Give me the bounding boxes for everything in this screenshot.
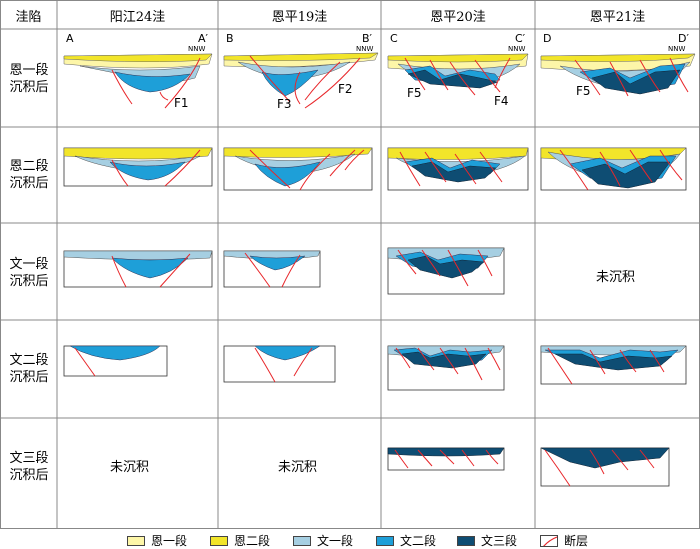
legend-label-fault: 断层 xyxy=(564,534,589,548)
section-b-row3 xyxy=(223,250,321,288)
section-d-row4 xyxy=(540,345,687,385)
table-grid xyxy=(0,0,700,529)
section-d-start: D xyxy=(543,32,552,45)
section-c-row1 xyxy=(387,53,529,96)
legend-label-wen3: 文三段 xyxy=(481,534,518,548)
section-b-row1 xyxy=(223,52,379,109)
section-d-end: D′ xyxy=(678,32,689,45)
section-a-direction: NNW xyxy=(188,45,206,53)
legend-item-wen2: 文二段 xyxy=(376,532,436,549)
legend-label-wen1: 文一段 xyxy=(317,534,354,548)
legend-label-en1: 恩一段 xyxy=(151,534,188,548)
header-col-enping21: 恩平21洼 xyxy=(589,10,646,25)
fault-label-f2: F2 xyxy=(338,82,353,96)
legend-swatch-wen3 xyxy=(457,535,475,546)
not-deposited-d-row3: 未沉积 xyxy=(596,270,636,285)
section-c-direction: NNW xyxy=(508,45,526,53)
legend-item-wen1: 文一段 xyxy=(293,532,353,549)
legend-label-en2: 恩二段 xyxy=(234,534,271,548)
section-c-end: C′ xyxy=(515,32,526,45)
not-deposited-a-row5: 未沉积 xyxy=(110,460,150,475)
header-corner: 洼陷 xyxy=(15,10,42,25)
section-a-end: A′ xyxy=(198,32,209,45)
section-a-row4 xyxy=(63,345,168,377)
row-label-wen1: 文一段沉积后 xyxy=(9,257,49,289)
section-b-row4 xyxy=(223,345,336,383)
fault-label-f1: F1 xyxy=(174,96,189,110)
row-label-en1: 恩一段沉积后 xyxy=(9,63,49,95)
legend-item-fault: 断层 xyxy=(540,532,588,549)
section-a-row3 xyxy=(63,250,213,288)
legend-item-en1: 恩一段 xyxy=(127,532,187,549)
legend-item-wen3: 文三段 xyxy=(457,532,517,549)
section-c-row3 xyxy=(387,247,505,295)
fault-line-icon xyxy=(540,534,558,547)
section-c-row2 xyxy=(387,147,529,191)
section-c-start: C xyxy=(390,32,398,45)
header-col-yangjiang24: 阳江24洼 xyxy=(109,10,166,25)
fault-label-f4: F4 xyxy=(494,94,509,108)
row-label-wen2: 文二段沉积后 xyxy=(9,353,49,385)
legend-swatch-en1 xyxy=(127,535,145,546)
section-d-row2 xyxy=(540,147,687,191)
section-b-start: B xyxy=(226,32,234,45)
section-b-direction: NNW xyxy=(356,45,374,53)
section-d-row1 xyxy=(540,53,696,97)
section-c-row5 xyxy=(387,447,505,471)
header-col-enping20: 恩平20洼 xyxy=(430,10,486,25)
section-b-end: B′ xyxy=(362,32,373,45)
header-col-enping19: 恩平19洼 xyxy=(271,10,328,25)
legend-swatch-wen2 xyxy=(376,535,394,546)
not-deposited-b-row5: 未沉积 xyxy=(278,460,318,475)
section-d-row5 xyxy=(540,447,670,487)
legend: 恩一段 恩二段 文一段 文二段 文三段 断层 xyxy=(0,530,700,548)
row-label-wen3: 文三段沉积后 xyxy=(9,451,49,483)
fault-label-f5-c: F5 xyxy=(407,86,422,100)
legend-item-en2: 恩二段 xyxy=(210,532,270,549)
legend-label-wen2: 文二段 xyxy=(400,534,437,548)
legend-swatch-wen1 xyxy=(293,535,311,546)
section-a-row1 xyxy=(63,53,213,109)
section-c-row4 xyxy=(387,345,505,391)
legend-swatch-en2 xyxy=(210,535,228,546)
section-d-direction: NNW xyxy=(668,45,686,53)
fault-label-f5-d: F5 xyxy=(576,84,591,98)
row-label-en2: 恩二段沉积后 xyxy=(9,159,49,191)
section-a-row2 xyxy=(63,147,213,187)
section-b-row2 xyxy=(223,147,373,191)
fault-label-f3: F3 xyxy=(277,97,292,111)
section-a-start: A xyxy=(66,32,74,45)
